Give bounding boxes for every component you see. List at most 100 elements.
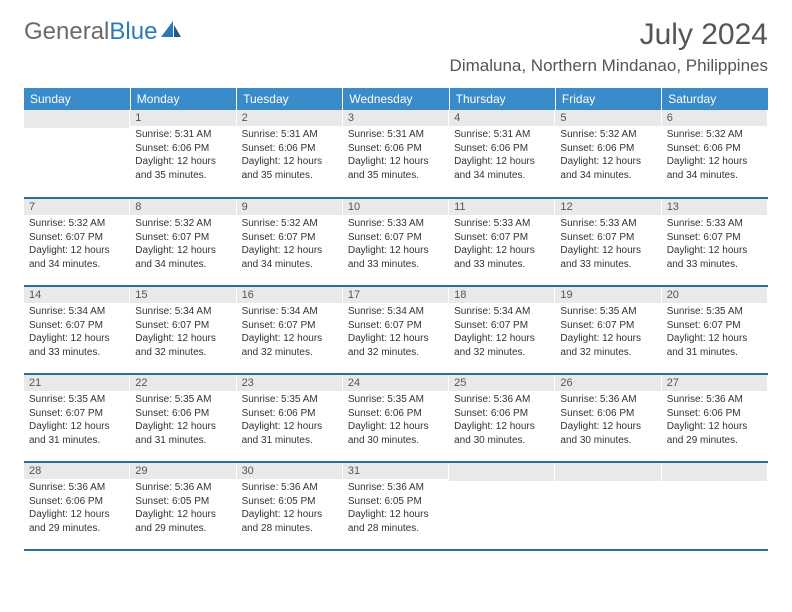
daylight-text: Daylight: 12 hours and 32 minutes. — [242, 332, 338, 359]
sunrise-text: Sunrise: 5:35 AM — [135, 393, 231, 407]
daylight-text: Daylight: 12 hours and 28 minutes. — [348, 508, 444, 535]
weekday-header: Wednesday — [343, 88, 449, 110]
day-details: Sunrise: 5:31 AMSunset: 6:06 PMDaylight:… — [449, 126, 555, 186]
sunrise-text: Sunrise: 5:32 AM — [560, 128, 656, 142]
calendar-cell: 8Sunrise: 5:32 AMSunset: 6:07 PMDaylight… — [130, 198, 236, 286]
daylight-text: Daylight: 12 hours and 35 minutes. — [135, 155, 231, 182]
sunset-text: Sunset: 6:06 PM — [348, 142, 444, 156]
sunset-text: Sunset: 6:07 PM — [29, 407, 125, 421]
day-details: Sunrise: 5:32 AMSunset: 6:06 PMDaylight:… — [555, 126, 661, 186]
sunrise-text: Sunrise: 5:36 AM — [560, 393, 656, 407]
day-number: 14 — [24, 287, 130, 303]
sunrise-text: Sunrise: 5:32 AM — [242, 217, 338, 231]
sunrise-text: Sunrise: 5:36 AM — [348, 481, 444, 495]
sunrise-text: Sunrise: 5:34 AM — [135, 305, 231, 319]
day-number: 5 — [555, 110, 661, 126]
day-details: Sunrise: 5:32 AMSunset: 6:06 PMDaylight:… — [662, 126, 768, 186]
sunrise-text: Sunrise: 5:36 AM — [29, 481, 125, 495]
day-details: Sunrise: 5:36 AMSunset: 6:06 PMDaylight:… — [449, 391, 555, 451]
day-details: Sunrise: 5:32 AMSunset: 6:07 PMDaylight:… — [237, 215, 343, 275]
day-details: Sunrise: 5:34 AMSunset: 6:07 PMDaylight:… — [343, 303, 449, 363]
daylight-text: Daylight: 12 hours and 30 minutes. — [560, 420, 656, 447]
calendar-cell: 30Sunrise: 5:36 AMSunset: 6:05 PMDayligh… — [237, 462, 343, 550]
sunset-text: Sunset: 6:06 PM — [560, 407, 656, 421]
calendar-table: Sunday Monday Tuesday Wednesday Thursday… — [24, 88, 768, 551]
calendar-cell: 21Sunrise: 5:35 AMSunset: 6:07 PMDayligh… — [24, 374, 130, 462]
day-number: 2 — [237, 110, 343, 126]
calendar-cell: 9Sunrise: 5:32 AMSunset: 6:07 PMDaylight… — [237, 198, 343, 286]
daylight-text: Daylight: 12 hours and 31 minutes. — [29, 420, 125, 447]
day-number: 31 — [343, 463, 449, 479]
calendar-cell: 26Sunrise: 5:36 AMSunset: 6:06 PMDayligh… — [555, 374, 661, 462]
sunset-text: Sunset: 6:07 PM — [348, 231, 444, 245]
sunset-text: Sunset: 6:06 PM — [135, 142, 231, 156]
daylight-text: Daylight: 12 hours and 34 minutes. — [135, 244, 231, 271]
calendar-cell: 5Sunrise: 5:32 AMSunset: 6:06 PMDaylight… — [555, 110, 661, 198]
day-number: 10 — [343, 199, 449, 215]
calendar-cell: 22Sunrise: 5:35 AMSunset: 6:06 PMDayligh… — [130, 374, 236, 462]
calendar-cell: 24Sunrise: 5:35 AMSunset: 6:06 PMDayligh… — [343, 374, 449, 462]
sunrise-text: Sunrise: 5:35 AM — [242, 393, 338, 407]
calendar-cell: 3Sunrise: 5:31 AMSunset: 6:06 PMDaylight… — [343, 110, 449, 198]
calendar-cell: 6Sunrise: 5:32 AMSunset: 6:06 PMDaylight… — [662, 110, 768, 198]
calendar-cell: 20Sunrise: 5:35 AMSunset: 6:07 PMDayligh… — [662, 286, 768, 374]
calendar-cell — [662, 462, 768, 550]
calendar-week-row: 7Sunrise: 5:32 AMSunset: 6:07 PMDaylight… — [24, 198, 768, 286]
calendar-cell: 25Sunrise: 5:36 AMSunset: 6:06 PMDayligh… — [449, 374, 555, 462]
sunset-text: Sunset: 6:06 PM — [454, 142, 550, 156]
day-details: Sunrise: 5:34 AMSunset: 6:07 PMDaylight:… — [237, 303, 343, 363]
logo: GeneralBlue — [24, 18, 183, 46]
weekday-header: Friday — [555, 88, 661, 110]
sunset-text: Sunset: 6:06 PM — [560, 142, 656, 156]
day-details: Sunrise: 5:35 AMSunset: 6:06 PMDaylight:… — [130, 391, 236, 451]
day-number: 25 — [449, 375, 555, 391]
daylight-text: Daylight: 12 hours and 31 minutes. — [242, 420, 338, 447]
title-block: July 2024 Dimaluna, Northern Mindanao, P… — [450, 18, 768, 84]
calendar-page: GeneralBlue July 2024 Dimaluna, Northern… — [0, 0, 792, 561]
sunrise-text: Sunrise: 5:31 AM — [135, 128, 231, 142]
daylight-text: Daylight: 12 hours and 29 minutes. — [667, 420, 763, 447]
sunrise-text: Sunrise: 5:31 AM — [454, 128, 550, 142]
calendar-cell: 14Sunrise: 5:34 AMSunset: 6:07 PMDayligh… — [24, 286, 130, 374]
day-number: 3 — [343, 110, 449, 126]
day-number: 7 — [24, 199, 130, 215]
sunset-text: Sunset: 6:07 PM — [348, 319, 444, 333]
daylight-text: Daylight: 12 hours and 29 minutes. — [135, 508, 231, 535]
sunset-text: Sunset: 6:07 PM — [454, 319, 550, 333]
sunrise-text: Sunrise: 5:33 AM — [667, 217, 763, 231]
day-number: 30 — [237, 463, 343, 479]
sunrise-text: Sunrise: 5:34 AM — [242, 305, 338, 319]
calendar-cell: 15Sunrise: 5:34 AMSunset: 6:07 PMDayligh… — [130, 286, 236, 374]
sunrise-text: Sunrise: 5:36 AM — [135, 481, 231, 495]
day-details: Sunrise: 5:33 AMSunset: 6:07 PMDaylight:… — [662, 215, 768, 275]
sunrise-text: Sunrise: 5:33 AM — [454, 217, 550, 231]
daylight-text: Daylight: 12 hours and 31 minutes. — [135, 420, 231, 447]
day-details: Sunrise: 5:33 AMSunset: 6:07 PMDaylight:… — [555, 215, 661, 275]
day-number — [24, 110, 130, 128]
calendar-cell — [449, 462, 555, 550]
calendar-cell: 12Sunrise: 5:33 AMSunset: 6:07 PMDayligh… — [555, 198, 661, 286]
sunrise-text: Sunrise: 5:35 AM — [29, 393, 125, 407]
sunset-text: Sunset: 6:07 PM — [29, 319, 125, 333]
calendar-week-row: 21Sunrise: 5:35 AMSunset: 6:07 PMDayligh… — [24, 374, 768, 462]
calendar-cell: 29Sunrise: 5:36 AMSunset: 6:05 PMDayligh… — [130, 462, 236, 550]
day-details: Sunrise: 5:34 AMSunset: 6:07 PMDaylight:… — [449, 303, 555, 363]
day-details: Sunrise: 5:36 AMSunset: 6:05 PMDaylight:… — [237, 479, 343, 539]
sunset-text: Sunset: 6:06 PM — [135, 407, 231, 421]
day-number — [449, 463, 555, 481]
daylight-text: Daylight: 12 hours and 34 minutes. — [242, 244, 338, 271]
sunrise-text: Sunrise: 5:34 AM — [454, 305, 550, 319]
day-details: Sunrise: 5:33 AMSunset: 6:07 PMDaylight:… — [343, 215, 449, 275]
calendar-cell — [555, 462, 661, 550]
logo-text-1: General — [24, 18, 109, 46]
sunset-text: Sunset: 6:07 PM — [560, 231, 656, 245]
daylight-text: Daylight: 12 hours and 30 minutes. — [454, 420, 550, 447]
daylight-text: Daylight: 12 hours and 33 minutes. — [667, 244, 763, 271]
day-details: Sunrise: 5:31 AMSunset: 6:06 PMDaylight:… — [130, 126, 236, 186]
header: GeneralBlue July 2024 Dimaluna, Northern… — [24, 18, 768, 84]
calendar-week-row: 28Sunrise: 5:36 AMSunset: 6:06 PMDayligh… — [24, 462, 768, 550]
daylight-text: Daylight: 12 hours and 30 minutes. — [348, 420, 444, 447]
sunset-text: Sunset: 6:07 PM — [560, 319, 656, 333]
calendar-cell: 19Sunrise: 5:35 AMSunset: 6:07 PMDayligh… — [555, 286, 661, 374]
calendar-cell: 28Sunrise: 5:36 AMSunset: 6:06 PMDayligh… — [24, 462, 130, 550]
